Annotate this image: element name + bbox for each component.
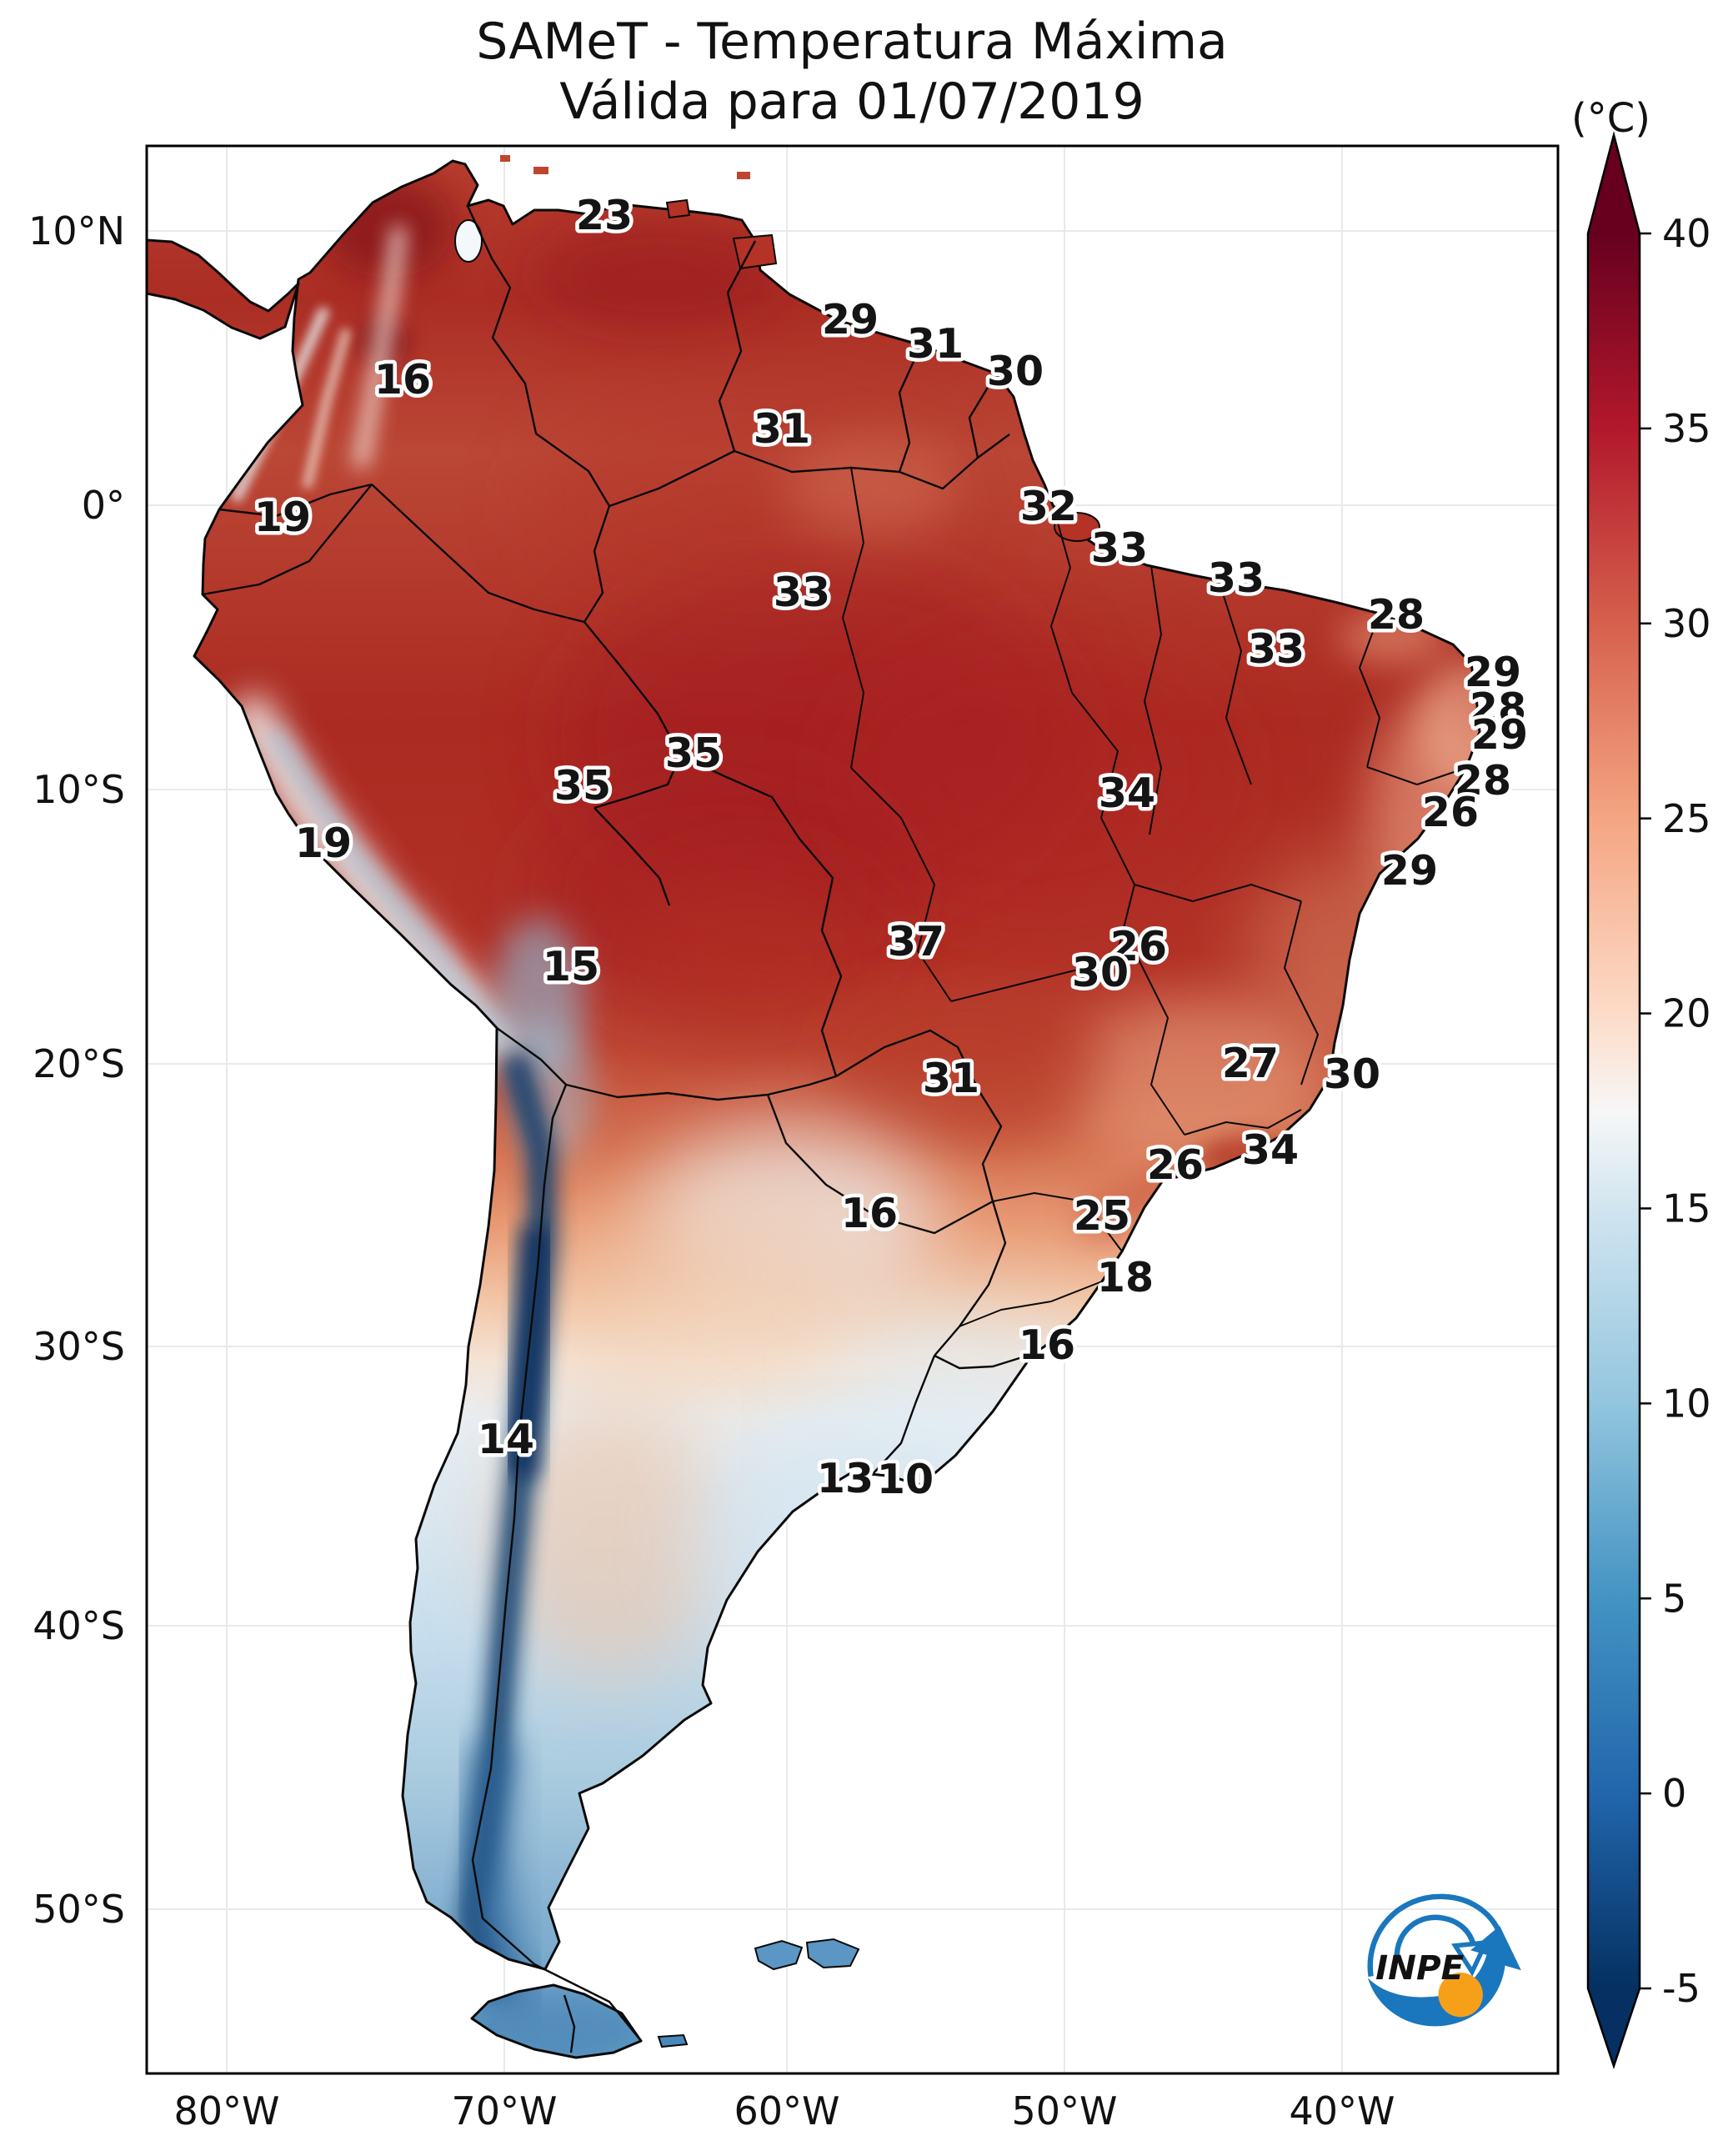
station-temp-label: 10 xyxy=(877,1456,934,1503)
marajo-island xyxy=(1054,512,1100,542)
colorbar-tick-label: 15 xyxy=(1662,1186,1711,1231)
station-temp-label: 28 xyxy=(1368,591,1425,639)
station-temp-label: 13 xyxy=(817,1455,874,1502)
colorbar-tick-label: -5 xyxy=(1662,1966,1700,2011)
station-temp-label: 31 xyxy=(907,320,964,368)
station-temp-label: 26 xyxy=(1422,789,1479,836)
colorbar-ticks: 40 35 30 25 20 15 10 5 0 -5 xyxy=(1640,211,1711,2011)
logo-swoosh-arrow-icon xyxy=(1367,1925,1521,2027)
station-temp-label: 33 xyxy=(774,569,830,616)
station-temp-label: 16 xyxy=(841,1190,898,1237)
station-temp-label: 26 xyxy=(1110,923,1167,970)
colorbar-tick-label: 10 xyxy=(1662,1381,1711,1426)
station-temp-label: 26 xyxy=(1147,1141,1204,1189)
station-temp-label: 16 xyxy=(1019,1321,1075,1369)
colorbar-gradient-bar xyxy=(1586,131,1641,2069)
station-temp-label: 31 xyxy=(754,405,810,453)
logo-orange-sphere xyxy=(1438,1972,1483,2018)
station-temp-label: 35 xyxy=(554,762,611,810)
station-temp-label: 30 xyxy=(987,348,1044,395)
station-temp-label: 25 xyxy=(1074,1192,1130,1240)
lon-tick-label: 50°W xyxy=(1011,2088,1117,2133)
lat-tick-label: 0° xyxy=(82,483,125,528)
lat-axis-labels: 10°N 0° 10°S 20°S 30°S 40°S 50°S xyxy=(28,208,125,1932)
colorbar-tick-label: 40 xyxy=(1662,211,1711,256)
station-temp-label: 18 xyxy=(1097,1254,1154,1301)
country-borders xyxy=(202,205,1034,2053)
colorbar-tick-label: 35 xyxy=(1662,406,1711,451)
station-temp-label: 29 xyxy=(1465,649,1521,696)
lat-tick-label: 20°S xyxy=(33,1041,125,1086)
colorbar-tick-label: 0 xyxy=(1662,1771,1686,1816)
colorbar-tick-label: 20 xyxy=(1662,991,1711,1036)
station-temp-label: 29 xyxy=(1381,847,1438,895)
station-temp-label: 15 xyxy=(543,943,599,990)
station-temp-label: 30 xyxy=(1324,1050,1380,1098)
inpe-logo: INPE xyxy=(1367,1893,1521,2027)
station-temp-label: 30 xyxy=(1072,949,1129,996)
station-temp-label: 19 xyxy=(295,820,352,867)
staten-island xyxy=(657,2033,689,2048)
station-temp-label: 35 xyxy=(665,730,722,777)
station-temp-label: 27 xyxy=(1222,1040,1279,1087)
map-frame xyxy=(145,144,1560,2075)
colorbar-tick-label: 25 xyxy=(1662,796,1711,841)
colorbar-tick-label: 30 xyxy=(1662,601,1711,646)
station-temp-label: 28 xyxy=(1470,684,1526,732)
lat-tick-label: 10°S xyxy=(33,767,125,812)
station-temp-label: 34 xyxy=(1099,770,1155,817)
falkland-islands-east xyxy=(805,1938,860,1969)
station-temp-label: 19 xyxy=(254,494,311,541)
station-temp-label: 29 xyxy=(822,296,879,343)
station-temp-label: 14 xyxy=(478,1416,534,1463)
lat-tick-label: 10°N xyxy=(28,208,125,253)
lat-tick-label: 40°S xyxy=(33,1603,125,1648)
station-temp-label: 28 xyxy=(1455,757,1511,805)
map-subtitle: Válida para 01/07/2019 xyxy=(559,73,1144,131)
station-temp-label: 33 xyxy=(1208,554,1265,602)
station-temp-label: 31 xyxy=(923,1055,979,1102)
colorbar-unit-label: (°C) xyxy=(1571,95,1650,142)
margarita-island xyxy=(665,198,691,219)
trinidad-island xyxy=(732,233,778,270)
station-temp-label: 37 xyxy=(888,918,944,965)
station-temp-label: 16 xyxy=(374,356,431,404)
station-temp-label: 29 xyxy=(1471,711,1528,759)
colorbar-tick-label: 5 xyxy=(1662,1576,1686,1621)
colorbar: (°C) 40 35 30 25 20 15 10 5 0 -5 xyxy=(1571,95,1711,2069)
logo-outer-orbit xyxy=(1367,1893,1503,1977)
lon-tick-label: 80°W xyxy=(173,2088,279,2133)
lake-maracaibo xyxy=(454,219,483,263)
station-temp-label: 34 xyxy=(1242,1126,1299,1174)
lon-tick-label: 60°W xyxy=(734,2088,839,2133)
station-temp-label: 23 xyxy=(576,192,633,239)
station-temp-label: 32 xyxy=(1020,483,1077,530)
lon-tick-label: 40°W xyxy=(1289,2088,1395,2133)
logo-text: INPE xyxy=(1375,1948,1465,1988)
islands-and-lakes xyxy=(454,155,1100,2048)
falkland-islands-west xyxy=(754,1939,804,1971)
lon-axis-labels: 80°W 70°W 60°W 50°W 40°W xyxy=(173,2088,1395,2133)
logo-inner-orbit xyxy=(1394,1914,1476,1960)
lon-tick-label: 70°W xyxy=(451,2088,557,2133)
state-borders xyxy=(842,467,1467,1327)
lat-tick-label: 50°S xyxy=(33,1887,125,1932)
station-temp-label: 33 xyxy=(1091,524,1148,572)
station-temp-label: 33 xyxy=(1248,625,1305,673)
map-title: SAMeT - Temperatura Máxima xyxy=(476,13,1228,71)
lat-tick-label: 30°S xyxy=(33,1324,125,1369)
